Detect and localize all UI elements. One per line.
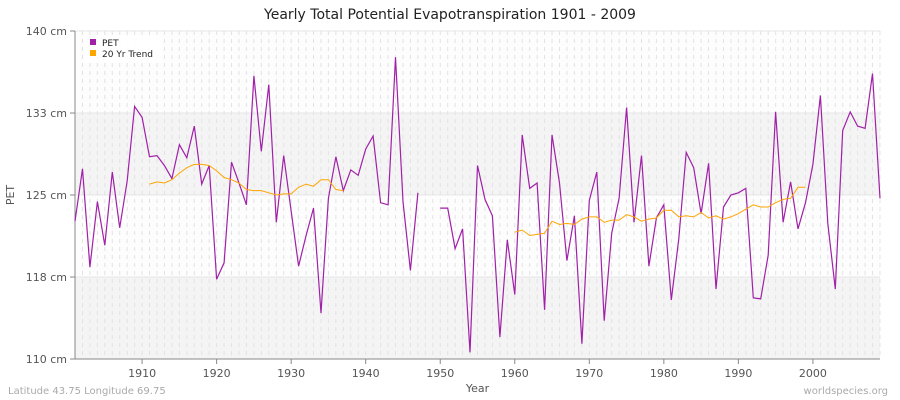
x-tick-label: 1990 xyxy=(724,367,752,380)
legend-label: PET xyxy=(102,39,119,49)
y-tick-label: 125 cm xyxy=(26,189,67,202)
y-tick-label: 118 cm xyxy=(26,271,67,284)
x-axis-label: Year xyxy=(465,382,490,395)
x-tick-label: 1920 xyxy=(203,367,231,380)
chart-title: Yearly Total Potential Evapotranspiratio… xyxy=(264,7,636,23)
x-tick-label: 1960 xyxy=(501,367,529,380)
legend-swatch xyxy=(90,50,96,56)
x-tick-label: 1980 xyxy=(650,367,678,380)
x-tick-label: 1930 xyxy=(277,367,305,380)
x-tick-label: 1940 xyxy=(352,367,380,380)
legend-label: 20 Yr Trend xyxy=(102,50,153,60)
x-tick-label: 2000 xyxy=(799,367,827,380)
legend-swatch xyxy=(90,39,96,45)
legend xyxy=(84,35,162,63)
y-tick-label: 110 cm xyxy=(26,353,67,366)
y-axis-label: PET xyxy=(4,185,17,206)
y-tick-label: 140 cm xyxy=(26,25,67,38)
x-tick-label: 1950 xyxy=(426,367,454,380)
y-tick-label: 133 cm xyxy=(26,107,67,120)
source-label: worldspecies.org xyxy=(803,386,888,397)
x-tick-label: 1910 xyxy=(128,367,156,380)
location-label: Latitude 43.75 Longitude 69.75 xyxy=(8,386,166,397)
x-tick-label: 1970 xyxy=(575,367,603,380)
